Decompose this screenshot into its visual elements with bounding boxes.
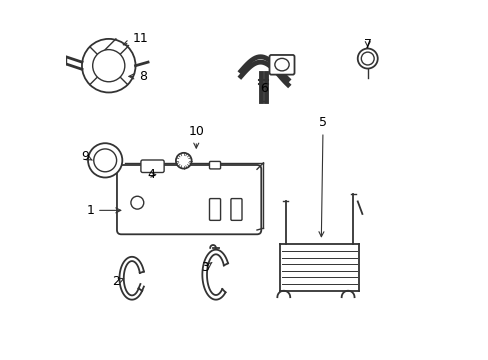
Text: 6: 6 [260,82,267,95]
Text: 7: 7 [363,38,371,51]
FancyBboxPatch shape [230,199,242,220]
Text: 10: 10 [188,125,204,148]
Circle shape [131,196,143,209]
Circle shape [361,52,373,65]
FancyBboxPatch shape [269,55,294,75]
FancyBboxPatch shape [117,165,261,234]
Circle shape [82,39,135,93]
Text: 5: 5 [318,116,326,237]
Text: 3: 3 [201,261,211,274]
Text: 4: 4 [147,168,155,181]
FancyBboxPatch shape [141,160,164,172]
Circle shape [357,49,377,68]
Text: 8: 8 [128,70,146,83]
Circle shape [176,153,191,168]
FancyBboxPatch shape [209,161,220,169]
Circle shape [88,143,122,177]
Text: 9: 9 [81,150,92,163]
Ellipse shape [274,58,288,71]
FancyBboxPatch shape [209,199,220,220]
Text: 2: 2 [112,275,123,288]
Text: 11: 11 [123,32,148,45]
Circle shape [93,50,124,82]
Text: 1: 1 [86,204,121,217]
Circle shape [94,149,116,172]
